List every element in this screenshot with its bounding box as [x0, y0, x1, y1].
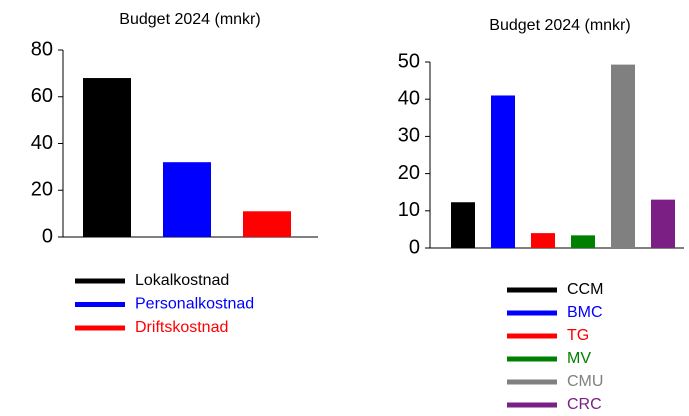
legend-label: Driftskostnad: [135, 319, 228, 336]
y-tick-label: 10: [398, 199, 420, 221]
bar: [243, 211, 291, 237]
chart-title: Budget 2024 (mnkr): [489, 17, 630, 34]
bar: [611, 64, 635, 248]
legend-label: TG: [567, 327, 589, 344]
y-tick-label: 0: [42, 225, 53, 247]
bar: [83, 78, 131, 237]
bar: [163, 162, 211, 237]
legend-label: Lokalkostnad: [135, 272, 229, 289]
y-tick-label: 50: [398, 50, 420, 72]
y-tick-label: 40: [398, 87, 420, 109]
bar: [651, 199, 675, 248]
bar: [571, 235, 595, 248]
y-tick-label: 30: [398, 125, 420, 147]
y-tick-label: 40: [31, 132, 53, 154]
chart-title: Budget 2024 (mnkr): [119, 11, 260, 28]
legend-label: CRC: [567, 396, 602, 413]
legend-label: Personalkostnad: [135, 296, 254, 313]
y-tick-label: 20: [398, 162, 420, 184]
legend-label: MV: [567, 350, 591, 367]
legend-label: BMC: [567, 304, 603, 321]
legend-label: CMU: [567, 373, 603, 390]
bar: [491, 95, 515, 248]
y-tick-label: 80: [31, 38, 53, 60]
bar: [531, 233, 555, 248]
y-tick-label: 20: [31, 179, 53, 201]
bar: [451, 202, 475, 248]
legend-label: CCM: [567, 281, 603, 298]
y-tick-label: 0: [409, 236, 420, 258]
y-tick-label: 60: [31, 85, 53, 107]
